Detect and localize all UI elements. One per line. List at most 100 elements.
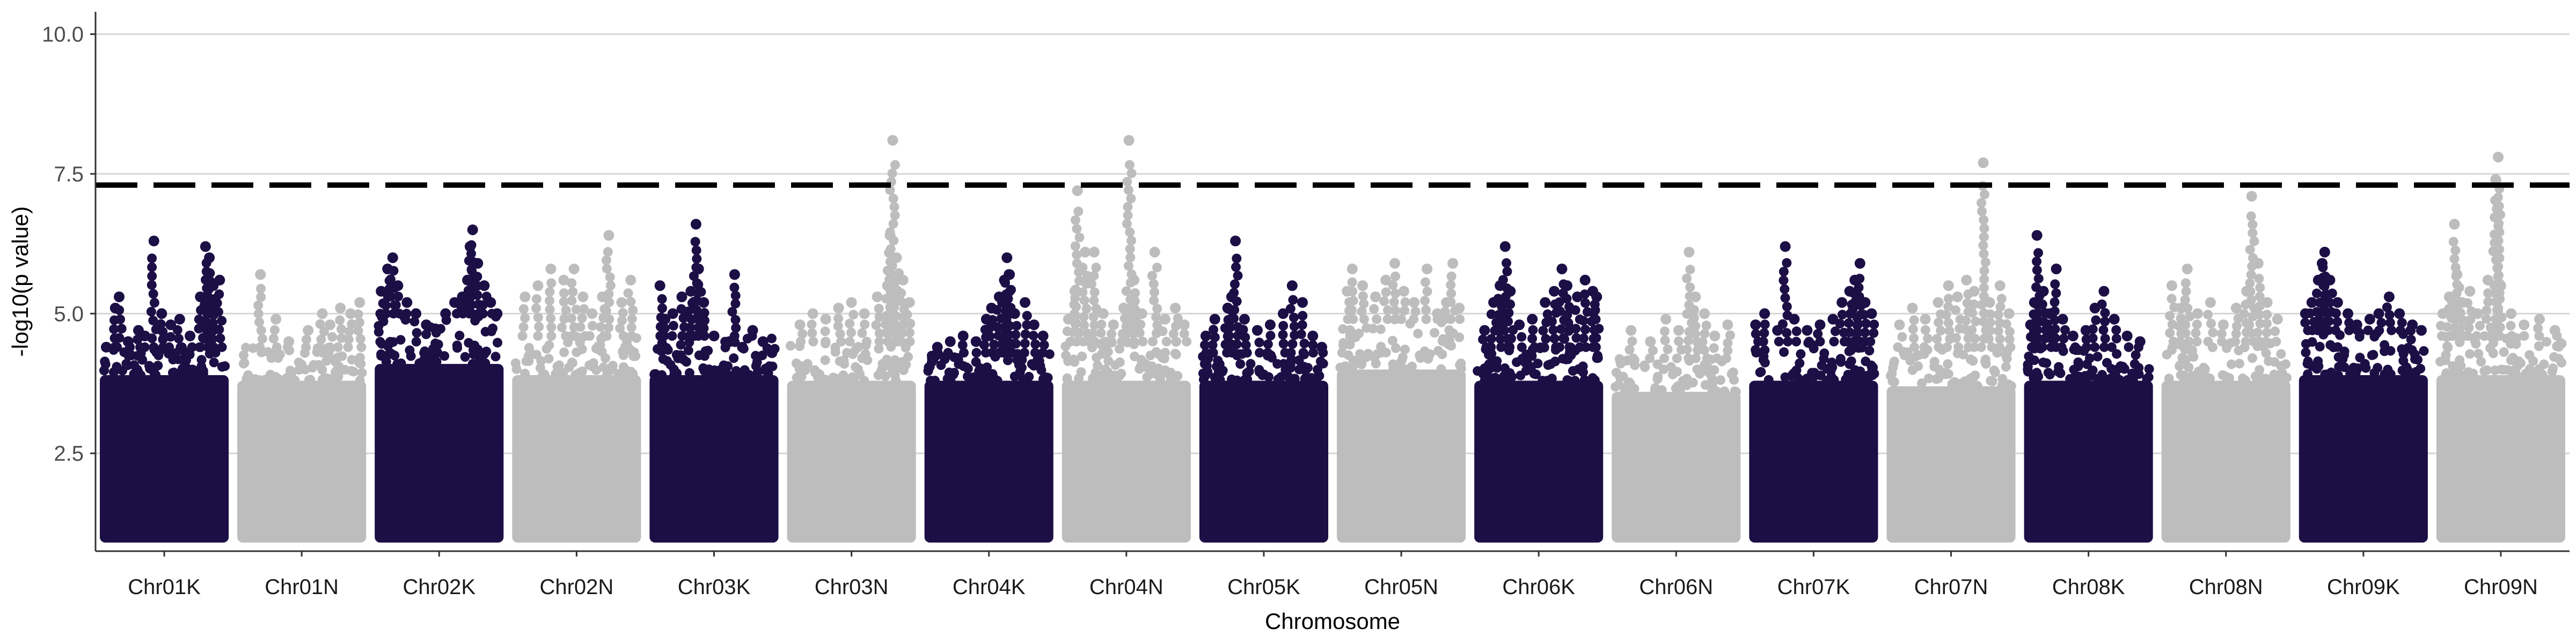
stem-point <box>1151 312 1161 322</box>
stem-point <box>319 327 329 337</box>
x-tick-label-Chr01N: Chr01N <box>265 575 339 599</box>
cloud-point <box>1115 357 1125 367</box>
stem-point <box>1979 274 1989 284</box>
cloud-point <box>709 365 720 375</box>
peak-point-Chr02K <box>421 319 432 331</box>
cloud-point <box>1227 374 1236 384</box>
stem-point <box>2494 218 2504 229</box>
stem-point <box>730 298 741 309</box>
stem-point <box>140 342 150 352</box>
cloud-point <box>2033 371 2044 382</box>
stem-point <box>1685 282 1695 292</box>
stem-point <box>1980 189 1989 200</box>
cloud-point <box>1987 376 1997 386</box>
stem-point <box>1255 348 1265 358</box>
peak-point-Chr04N <box>1097 308 1109 319</box>
stem-point <box>2519 331 2529 341</box>
cloud-point <box>510 358 521 368</box>
cloud-point <box>1318 358 1328 369</box>
cloud-point <box>1350 330 1360 340</box>
stem-point <box>1072 224 1082 234</box>
cloud-point <box>250 374 260 384</box>
stem-point <box>1124 160 1135 170</box>
stem-point <box>2270 326 2280 336</box>
stem-point <box>1078 262 1088 273</box>
stem-point <box>1231 262 1241 272</box>
stem-point <box>546 322 557 332</box>
stem-point <box>1071 215 1080 225</box>
cloud-point <box>2234 358 2244 369</box>
stem-point <box>1672 353 1682 363</box>
cloud-point <box>2269 369 2279 379</box>
chromosome-band-Chr09N <box>2436 375 2565 543</box>
stem-point <box>215 333 225 343</box>
cloud-point <box>1707 365 1717 376</box>
stem-point <box>257 334 267 344</box>
stem-point <box>2203 336 2213 347</box>
cloud-point <box>1077 352 1087 361</box>
stem-point <box>2454 282 2464 292</box>
peak-point-Chr01K <box>200 241 211 252</box>
stem-point <box>2506 320 2516 331</box>
stem-point <box>1486 309 1496 319</box>
stem-point <box>546 331 557 341</box>
stem-point <box>1007 348 1018 358</box>
stem-point <box>1039 340 1049 350</box>
cloud-point <box>729 353 739 363</box>
stem-point <box>1967 308 1977 318</box>
peak-point-Chr02N <box>519 291 531 303</box>
stem-point <box>1011 330 1021 340</box>
stem-point <box>356 342 367 352</box>
cloud-point <box>2045 370 2055 380</box>
stem-point <box>1224 331 1234 341</box>
cloud-point <box>2525 365 2535 375</box>
stem-point <box>627 331 636 341</box>
stem-point <box>1984 334 1994 344</box>
cloud-point <box>1943 359 1953 369</box>
stem-point <box>1506 333 1516 343</box>
stem-point <box>1410 306 1421 317</box>
cloud-point <box>1076 367 1086 377</box>
cloud-point <box>1675 386 1685 397</box>
stem-point <box>531 294 541 304</box>
cloud-point <box>650 370 660 380</box>
cloud-point <box>588 358 598 368</box>
stem-point <box>1791 326 1802 336</box>
peak-point-Chr07K <box>1750 319 1761 331</box>
stem-point <box>1995 302 2006 312</box>
stem-point <box>692 254 702 264</box>
cloud-point <box>2162 349 2172 360</box>
peak-point-Chr01K <box>174 313 185 325</box>
stem-point <box>212 298 222 308</box>
stem-point <box>807 319 817 330</box>
peak-point-Chr06K <box>1514 319 1525 331</box>
cloud-point <box>1728 368 1738 378</box>
cloud-point <box>1130 352 1140 362</box>
peak-point-Chr05K <box>1252 325 1263 336</box>
stem-point <box>835 329 845 339</box>
stem-point <box>1225 322 1235 332</box>
cloud-point <box>2355 353 2365 363</box>
cloud-point <box>349 367 359 377</box>
peak-point-Chr07N <box>1952 291 1963 303</box>
stem-point <box>561 305 571 316</box>
stem-point <box>315 342 325 352</box>
cloud-point <box>2416 363 2426 374</box>
stem-point <box>1126 236 1137 246</box>
stem-point <box>1580 289 1590 299</box>
stem-point <box>2493 303 2504 313</box>
cloud-point <box>347 355 357 365</box>
cloud-point <box>1791 365 1802 375</box>
stem-point <box>1689 313 1699 323</box>
stem-point <box>1944 326 1955 336</box>
stem-point <box>148 316 158 326</box>
stem-point <box>797 329 808 339</box>
cloud-point <box>196 355 207 365</box>
peak-point-Chr08N <box>2192 308 2203 319</box>
chromosome-band-Chr07N <box>1886 386 2016 543</box>
stem-point <box>1079 320 1089 330</box>
peak-point-Chr05K <box>1264 319 1276 331</box>
stem-point <box>1782 328 1792 338</box>
stem-point <box>1388 280 1398 290</box>
stem-point <box>1861 318 1871 328</box>
